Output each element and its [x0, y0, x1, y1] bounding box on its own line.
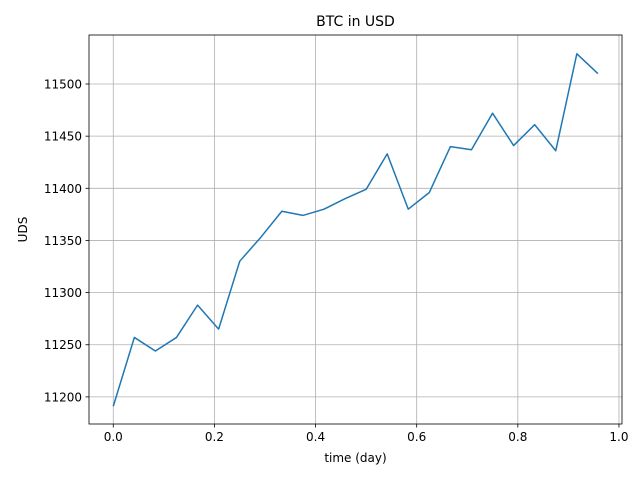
- x-axis-label: time (day): [324, 451, 386, 465]
- y-tick-label: 11250: [44, 338, 82, 352]
- y-tick-label: 11350: [44, 234, 82, 248]
- x-tick-label: 0.4: [306, 430, 325, 444]
- x-tick-label: 0.6: [407, 430, 426, 444]
- y-tick-label: 11500: [44, 78, 82, 92]
- y-axis-label: UDS: [16, 217, 30, 243]
- chart-title: BTC in USD: [316, 14, 395, 30]
- x-tick-label: 0.8: [508, 430, 527, 444]
- grid: [89, 35, 622, 424]
- y-tick-label: 11200: [44, 390, 82, 404]
- x-tick-label: 0.2: [205, 430, 224, 444]
- ticks: 0.0 0.2 0.4 0.6 0.8 1.0 11200 11250 11300 11350 11…: [44, 78, 629, 444]
- y-tick-label: 11400: [44, 182, 82, 196]
- series-layer: [112, 53, 599, 407]
- y-tick-label: 11300: [44, 286, 82, 300]
- x-tick-label: 0.0: [104, 430, 123, 444]
- plot-frame: [88, 34, 623, 425]
- y-tick-label: 11450: [44, 130, 82, 144]
- series-line: [112, 53, 599, 407]
- x-tick-label: 1.0: [609, 430, 628, 444]
